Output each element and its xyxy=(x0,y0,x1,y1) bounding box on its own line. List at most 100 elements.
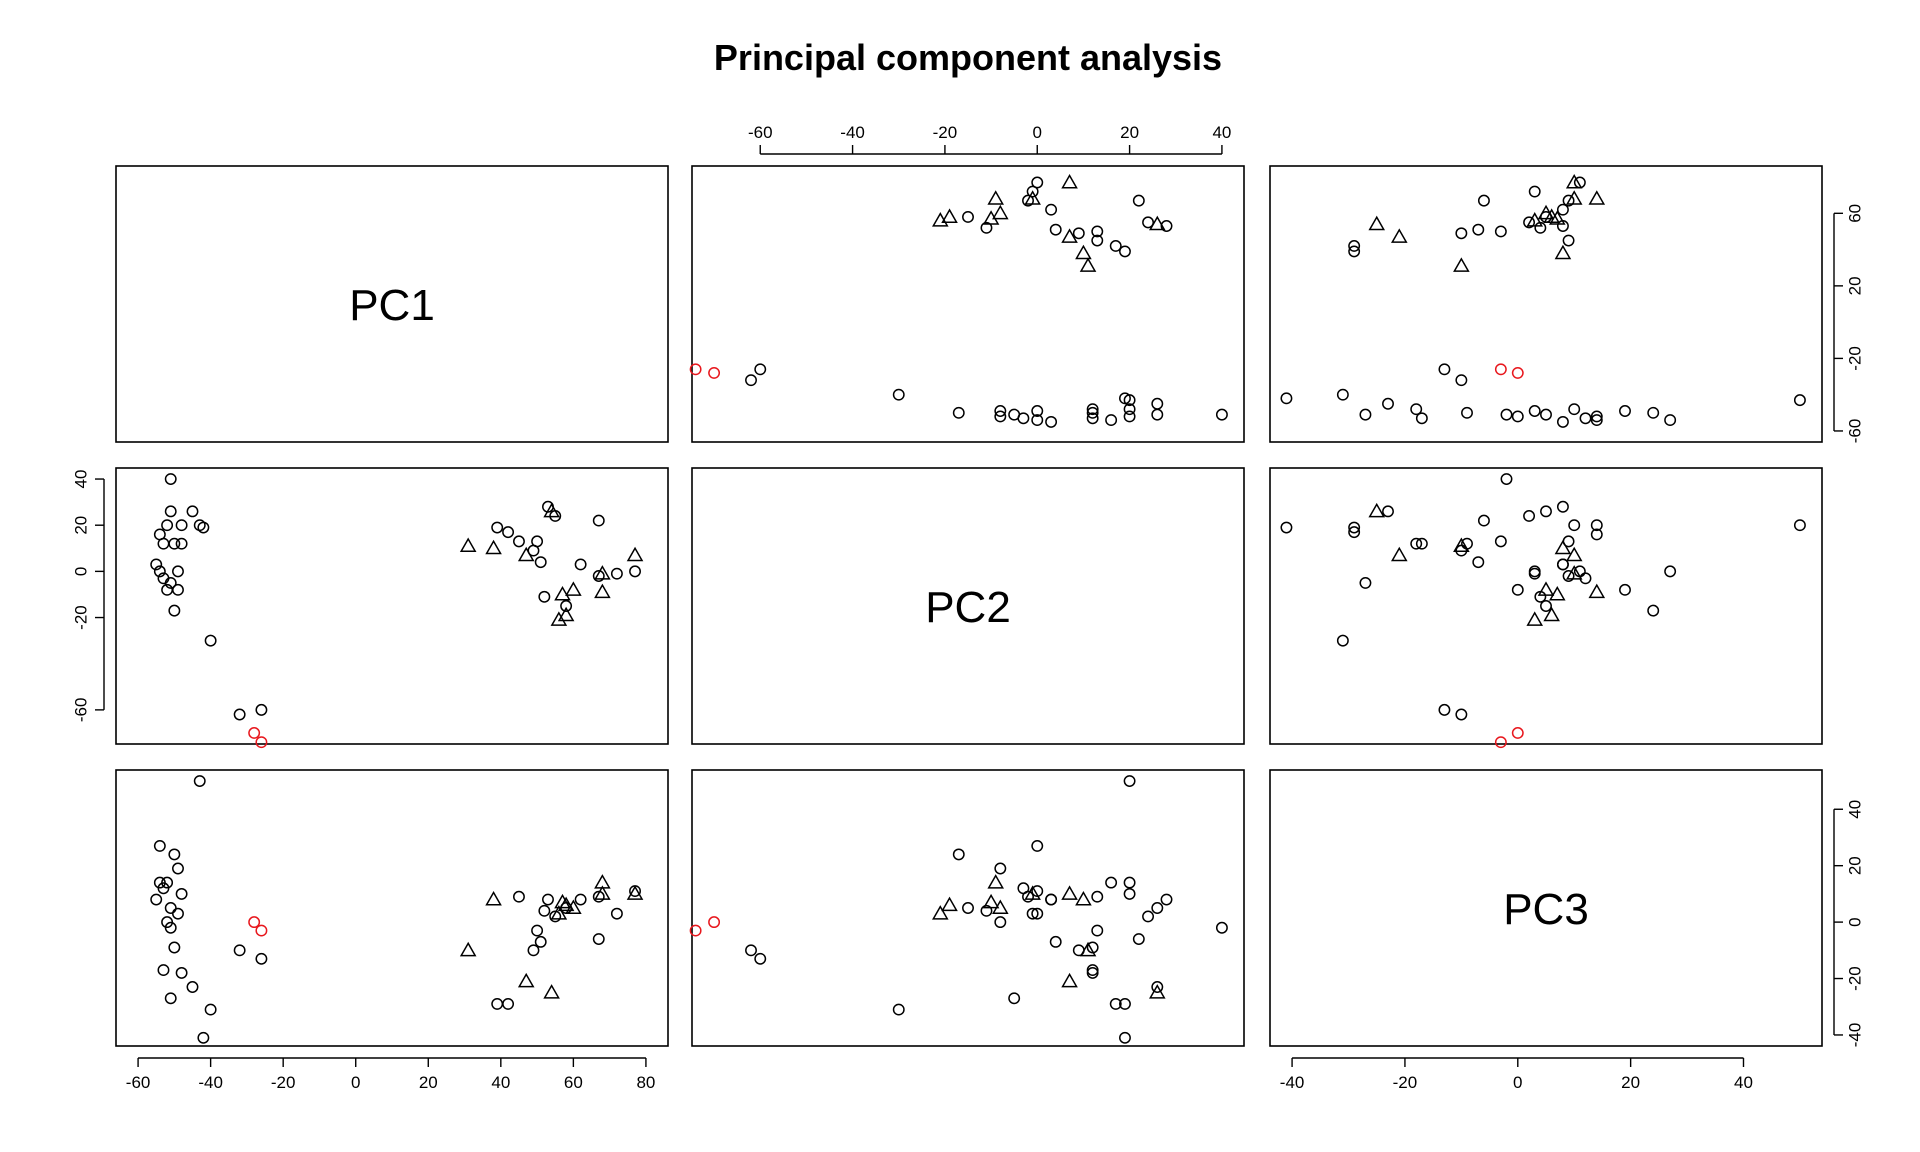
data-point xyxy=(952,406,965,419)
data-point xyxy=(1382,397,1394,410)
data-point xyxy=(1031,839,1044,852)
data-point xyxy=(1590,410,1603,423)
data-point xyxy=(1461,406,1473,419)
bottom-axis-pc1: -60 -40 -20 0 20 40 60 80 xyxy=(126,1057,655,1092)
data-point xyxy=(565,899,582,914)
data-point xyxy=(157,964,170,977)
data-point xyxy=(565,581,582,596)
tick-label: 80 xyxy=(636,1073,655,1092)
data-point xyxy=(517,972,535,988)
tick-label: -20 xyxy=(1393,1073,1418,1092)
data-point xyxy=(557,896,575,912)
data-point xyxy=(1390,228,1408,243)
data-point xyxy=(1061,972,1078,988)
data-point xyxy=(1049,935,1062,948)
data-point xyxy=(531,535,544,548)
data-point xyxy=(610,907,623,920)
data-point xyxy=(1455,544,1468,557)
data-point xyxy=(1026,185,1039,198)
data-point xyxy=(1410,403,1423,416)
data-point xyxy=(1072,944,1085,957)
data-point xyxy=(745,944,757,957)
data-point xyxy=(1045,415,1058,428)
data-point xyxy=(594,565,611,580)
data-point xyxy=(1540,408,1552,421)
data-point xyxy=(204,1003,217,1016)
data-point xyxy=(513,890,525,903)
data-point xyxy=(248,727,261,739)
data-point xyxy=(513,535,525,548)
data-point xyxy=(491,521,504,534)
data-point xyxy=(204,634,217,647)
data-point xyxy=(982,893,1000,909)
data-point xyxy=(1123,410,1136,423)
data-point xyxy=(1562,570,1575,582)
data-point xyxy=(1119,997,1131,1010)
data-point xyxy=(164,473,177,485)
tick-label: -60 xyxy=(71,698,90,723)
tick-label: 40 xyxy=(1734,1073,1753,1092)
data-point xyxy=(233,708,246,721)
data-point xyxy=(1348,240,1361,252)
tick-label: 60 xyxy=(564,1073,583,1092)
data-point xyxy=(1554,244,1572,260)
data-point xyxy=(1565,565,1583,580)
data-point xyxy=(172,583,184,596)
tick-label: 40 xyxy=(1212,123,1231,142)
data-point xyxy=(941,896,958,912)
data-point xyxy=(1565,190,1583,205)
data-point xyxy=(1590,519,1603,532)
tick-label: -60 xyxy=(748,123,773,142)
panel-frame-pc1-pc2 xyxy=(691,165,1245,443)
data-point xyxy=(689,924,702,937)
data-point xyxy=(745,374,757,387)
data-point xyxy=(193,775,206,787)
left-axis-pc2: -60 -20 0 20 40 xyxy=(71,470,105,723)
data-point xyxy=(491,997,504,1010)
data-point xyxy=(459,537,477,552)
data-point xyxy=(592,570,605,582)
data-point xyxy=(1556,500,1569,513)
data-point xyxy=(987,874,1004,889)
data-point xyxy=(1105,414,1118,427)
data-point xyxy=(1494,736,1507,749)
data-point xyxy=(1523,510,1536,522)
data-point xyxy=(1511,366,1524,379)
data-point xyxy=(1537,204,1555,220)
right-axis-pc1: -60 -20 20 60 xyxy=(1833,204,1864,443)
data-point xyxy=(1031,176,1044,189)
data-point xyxy=(233,944,246,957)
tick-label: 0 xyxy=(1845,917,1864,926)
top-axis-pc2: -60 -40 -20 0 20 40 xyxy=(748,123,1231,155)
data-point xyxy=(1556,203,1569,216)
tick-label: 40 xyxy=(71,470,90,489)
data-point xyxy=(1109,997,1122,1010)
data-point xyxy=(992,899,1009,914)
data-point xyxy=(1562,234,1575,247)
data-point xyxy=(186,981,199,993)
data-point xyxy=(255,952,268,965)
data-point xyxy=(1008,992,1021,1005)
panel-frame-pc2-pc2 xyxy=(691,467,1245,745)
data-point xyxy=(1590,528,1603,541)
data-point xyxy=(1494,225,1507,238)
tick-label: 20 xyxy=(71,516,90,535)
data-point xyxy=(1151,408,1164,421)
data-point xyxy=(1072,227,1085,240)
data-point xyxy=(1511,583,1524,596)
data-point xyxy=(1061,885,1078,900)
diagonal-label-pc3: PC3 xyxy=(1503,885,1589,934)
data-point xyxy=(1359,408,1372,421)
tick-label: 20 xyxy=(419,1073,438,1092)
data-point xyxy=(1528,567,1541,580)
data-point xyxy=(1477,514,1490,527)
data-point xyxy=(517,546,535,562)
data-point xyxy=(1280,521,1293,534)
data-point xyxy=(1086,406,1099,419)
data-point xyxy=(1123,403,1136,416)
data-point xyxy=(485,539,502,555)
data-point xyxy=(1336,634,1349,647)
data-point xyxy=(175,537,188,550)
data-point xyxy=(1511,727,1524,739)
